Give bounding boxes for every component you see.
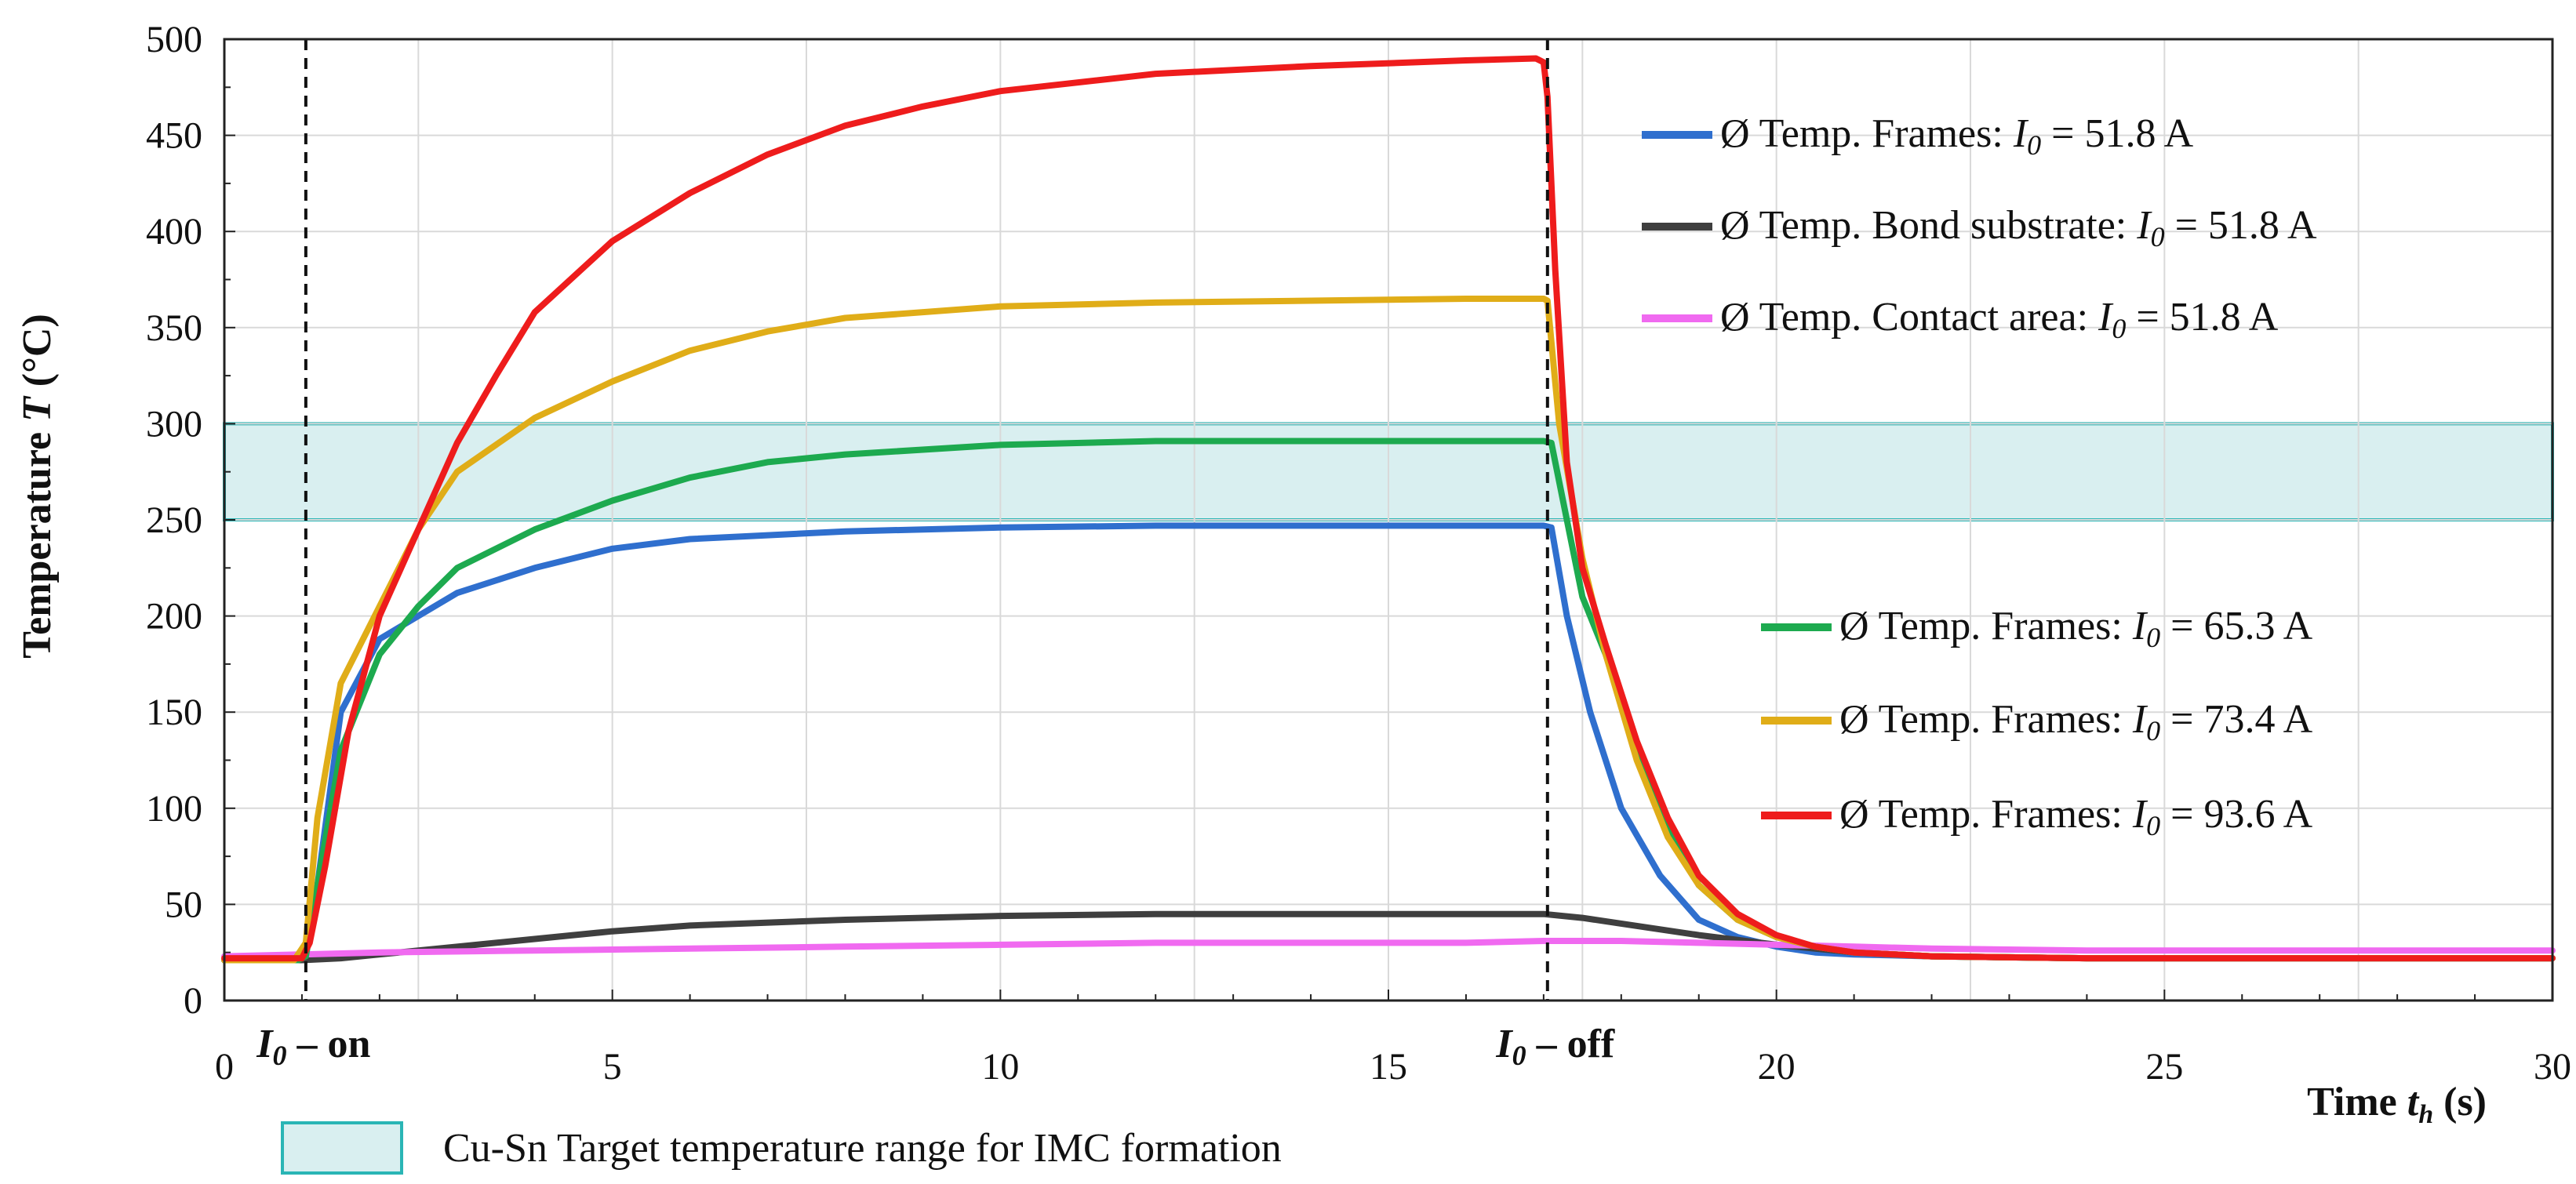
x-axis-unit: (s): [2443, 1080, 2487, 1124]
legend-current-value: = 73.4 A: [2170, 697, 2312, 742]
legend-current-symbol: I: [2132, 792, 2148, 837]
legend-item-contact-area: Ø Temp. Contact area: I0 = 51.8 A: [1642, 295, 2279, 344]
x-axis-variable: t: [2407, 1080, 2420, 1124]
legend-label: Ø Temp. Frames:: [1720, 111, 2003, 156]
legend-item-frames-65-3: Ø Temp. Frames: I0 = 65.3 A: [1761, 604, 2313, 653]
legend-current-value: = 65.3 A: [2170, 604, 2312, 648]
marker-label-symbol: I: [256, 1022, 274, 1066]
legend-item-frames-73-4: Ø Temp. Frames: I0 = 73.4 A: [1761, 697, 2313, 746]
y-axis-label: Temperature: [15, 432, 60, 659]
legend-lower: Ø Temp. Frames: I0 = 65.3 A Ø Temp. Fram…: [1761, 604, 2313, 841]
svg-text:Ø Temp. Frames: I0 = 51.8 A: Ø Temp. Frames: I0 = 51.8 A: [1720, 111, 2194, 161]
legend-item-frames-51-8: Ø Temp. Frames: I0 = 51.8 A: [1642, 111, 2194, 161]
legend-label: Ø Temp. Frames:: [1839, 697, 2123, 742]
legend-current-symbol: I: [2136, 203, 2152, 248]
y-tick-label: 100: [146, 788, 202, 830]
legend-label: Ø Temp. Bond substrate:: [1720, 203, 2127, 248]
legend-current-symbol: I: [2098, 295, 2114, 340]
legend-current-subscript: 0: [2146, 810, 2160, 841]
legend-current-symbol: I: [2132, 604, 2148, 648]
legend-label: Ø Temp. Frames:: [1839, 792, 2123, 837]
x-tick-label: 30: [2534, 1046, 2571, 1088]
y-axis-unit: (°C): [15, 314, 60, 387]
series-line-0: [221, 522, 2556, 964]
legend-current-symbol: I: [2013, 111, 2029, 156]
svg-text:Ø Temp. Frames: I0 = 65.3 A: Ø Temp. Frames: I0 = 65.3 A: [1839, 604, 2313, 653]
legend-current-subscript: 0: [2151, 221, 2165, 252]
series-line-2: [221, 938, 2556, 960]
svg-text:Ø Temp. Frames: I0 = 93.6 A: Ø Temp. Frames: I0 = 93.6 A: [1839, 792, 2313, 841]
x-tick-label: 10: [981, 1046, 1019, 1088]
marker-label-symbol: I: [1495, 1022, 1513, 1066]
legend-upper: Ø Temp. Frames: I0 = 51.8 A Ø Temp. Bond…: [1642, 111, 2317, 344]
x-tick-label: 25: [2145, 1046, 2183, 1088]
band-legend: Cu-Sn Target temperature range for IMC f…: [281, 1121, 1282, 1175]
legend-label: Ø Temp. Contact area:: [1720, 295, 2088, 340]
legend-current-value: = 51.8 A: [2136, 295, 2278, 340]
legend-label: Ø Temp. Frames:: [1839, 604, 2123, 648]
y-tick-label: 350: [146, 307, 202, 349]
y-tick-label: 250: [146, 499, 202, 541]
marker-label-subscript: 0: [1512, 1040, 1526, 1071]
marker-label-0: I0 – on: [256, 1022, 370, 1071]
marker-label-text: – off: [1526, 1022, 1615, 1066]
x-axis-subscript: h: [2418, 1100, 2433, 1129]
y-axis-title: Temperature T (°C): [15, 314, 60, 659]
grid-lines: [224, 39, 2552, 1001]
legend-current-subscript: 0: [2027, 129, 2041, 161]
svg-text:Ø Temp. Frames: I0 = 73.4 A: Ø Temp. Frames: I0 = 73.4 A: [1839, 697, 2313, 746]
y-tick-label: 500: [146, 19, 202, 60]
y-tick-label: 0: [184, 980, 202, 1022]
y-axis-variable: T: [15, 395, 60, 422]
legend-current-value: = 93.6 A: [2170, 792, 2312, 837]
y-tick-label: 400: [146, 211, 202, 252]
legend-current-symbol: I: [2132, 697, 2148, 742]
svg-text:Ø Temp. Contact area: I0 = 51: Ø Temp. Contact area: I0 = 51.8 A: [1720, 295, 2279, 344]
x-tick-label: 20: [1758, 1046, 1796, 1088]
series-lines: [221, 55, 2556, 964]
x-tick-label: 0: [215, 1046, 234, 1088]
legend-item-bond-substrate: Ø Temp. Bond substrate: I0 = 51.8 A: [1642, 203, 2317, 252]
x-axis-label: Time: [2307, 1080, 2397, 1124]
band-legend-label: Cu-Sn Target temperature range for IMC f…: [443, 1126, 1282, 1171]
y-tick-label: 50: [165, 884, 202, 925]
y-tick-label: 300: [146, 403, 202, 445]
x-tick-label: 5: [603, 1046, 622, 1088]
legend-item-frames-93-6: Ø Temp. Frames: I0 = 93.6 A: [1761, 792, 2313, 841]
band-legend-swatch: [281, 1121, 403, 1175]
legend-current-value: = 51.8 A: [2175, 203, 2317, 248]
marker-label-subscript: 0: [273, 1040, 287, 1071]
y-tick-label: 450: [146, 115, 202, 157]
marker-label-text: – on: [287, 1022, 371, 1066]
legend-current-subscript: 0: [2146, 715, 2160, 746]
svg-text:Ø Temp. Bond substrate: I0 =: Ø Temp. Bond substrate: I0 = 51.8 A: [1720, 203, 2317, 252]
plot-frame: [223, 38, 2554, 1002]
legend-current-subscript: 0: [2112, 313, 2126, 344]
event-markers: I0 – on I0 – off: [256, 39, 1615, 1071]
y-tick-label: 200: [146, 596, 202, 637]
legend-current-value: = 51.8 A: [2051, 111, 2193, 156]
marker-label-1: I0 – off: [1495, 1022, 1615, 1071]
x-tick-label: 15: [1370, 1046, 1407, 1088]
legend-current-subscript: 0: [2146, 622, 2160, 653]
series-line-5: [221, 55, 2556, 962]
x-axis-title: Time th (s): [2307, 1080, 2487, 1129]
y-tick-label: 150: [146, 692, 202, 733]
